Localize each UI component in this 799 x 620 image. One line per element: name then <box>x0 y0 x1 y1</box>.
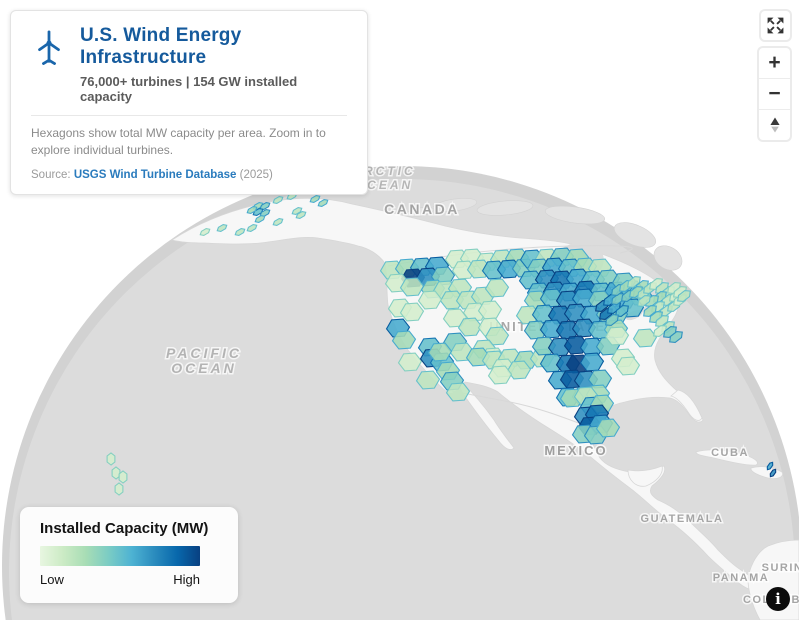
capacity-hexagon[interactable] <box>415 370 441 390</box>
capacity-hexagon[interactable] <box>114 482 124 496</box>
capacity-hexagon[interactable] <box>653 313 670 329</box>
arctic-islands-layer <box>405 198 683 271</box>
zoom-control-group: + − <box>759 48 790 140</box>
compass-needle-icon <box>769 117 780 133</box>
capacity-hexagon[interactable] <box>417 290 443 310</box>
arctic-island <box>613 222 657 248</box>
map-label-mexico: MEXICO <box>544 443 607 458</box>
capacity-hexagon[interactable] <box>603 312 620 328</box>
map-label-ocean: OCEAN <box>171 360 237 376</box>
source-link[interactable]: USGS Wind Turbine Database <box>73 169 237 182</box>
zoom-out-button[interactable]: − <box>759 78 790 109</box>
capacity-hexagon[interactable] <box>769 468 777 478</box>
landmass-cuba <box>695 449 758 466</box>
capacity-hexagon[interactable] <box>643 293 660 309</box>
capacity-hexagon[interactable] <box>309 194 321 204</box>
source-prefix: Source: <box>31 169 74 182</box>
capacity-hexagon[interactable] <box>604 326 630 346</box>
map-label-suriname: SURINAME <box>762 562 799 574</box>
capacity-hexagon[interactable] <box>457 317 483 337</box>
capacity-hexagon[interactable] <box>317 198 329 208</box>
capacity-hexagon[interactable] <box>106 452 116 466</box>
capacity-hexagon[interactable] <box>118 470 128 484</box>
source-line: Source: USGS Wind Turbine Database (2025… <box>31 169 347 181</box>
capacity-hexagon[interactable] <box>595 418 621 438</box>
capacity-hexagon[interactable] <box>234 227 246 237</box>
legend-high-label: High <box>173 572 200 587</box>
title-card: U.S. Wind Energy Infrastructure 76,000+ … <box>10 10 368 196</box>
page-subtitle: 76,000+ turbines | 154 GW installed capa… <box>80 73 298 104</box>
landmass-yucatan <box>627 465 663 487</box>
arctic-island <box>653 245 683 271</box>
capacity-hexagon[interactable] <box>484 326 510 346</box>
capacity-hexagon[interactable] <box>397 352 423 372</box>
source-year: (2025) <box>236 169 273 182</box>
map-label-canada: CANADA <box>384 201 460 217</box>
card-divider <box>31 114 347 116</box>
map-label-panama: PANAMA <box>713 572 769 584</box>
capacity-hexagon[interactable] <box>216 223 228 233</box>
page-title: U.S. Wind Energy Infrastructure <box>80 25 242 68</box>
compass-button[interactable] <box>759 109 790 140</box>
capacity-hexagon[interactable] <box>291 206 303 216</box>
capacity-hexagon[interactable] <box>254 214 266 224</box>
landmass-florida <box>670 389 703 421</box>
capacity-hexagon[interactable] <box>766 461 774 471</box>
arctic-island <box>544 205 606 225</box>
legend-card: Installed Capacity (MW) Low High <box>20 507 238 603</box>
arctic-island <box>432 198 478 212</box>
capacity-hexagon[interactable] <box>199 227 211 237</box>
zoom-in-button[interactable]: + <box>768 51 781 74</box>
capacity-hexagon[interactable] <box>675 288 692 304</box>
card-description: Hexagons show total MW capacity per area… <box>31 125 326 158</box>
capacity-hexagon[interactable] <box>615 356 641 376</box>
legend-low-label: Low <box>40 572 64 587</box>
fullscreen-button[interactable] <box>761 11 790 40</box>
capacity-hexagon[interactable] <box>484 278 510 298</box>
capacity-hexagon[interactable] <box>246 205 258 215</box>
capacity-hexagon[interactable] <box>641 303 658 319</box>
capacity-hexagon[interactable] <box>399 277 425 297</box>
capacity-hexagon[interactable] <box>272 195 284 205</box>
arctic-island <box>405 207 435 217</box>
map-label-cuba: CUBA <box>711 447 749 459</box>
attribution-info-button[interactable]: i <box>766 587 790 611</box>
capacity-hexagon[interactable] <box>632 328 658 348</box>
capacity-hexagon[interactable] <box>587 369 613 389</box>
capacity-hexagon[interactable] <box>272 217 284 227</box>
capacity-hexagon[interactable] <box>477 300 503 320</box>
wind-turbine-icon <box>38 30 60 65</box>
capacity-hexagon[interactable] <box>487 365 513 385</box>
capacity-hexagon[interactable] <box>391 330 417 350</box>
capacity-hexagon[interactable] <box>667 329 684 345</box>
arctic-island <box>476 200 534 216</box>
map-label-guatemala: GUATEMALA <box>641 513 724 525</box>
capacity-hexagon[interactable] <box>246 223 258 233</box>
capacity-hexagon[interactable] <box>635 293 652 309</box>
legend-gradient-bar <box>40 546 200 566</box>
capacity-hexagon[interactable] <box>539 319 565 339</box>
capacity-hexagon[interactable] <box>427 342 453 362</box>
capacity-hexagon[interactable] <box>399 302 425 322</box>
expand-arrows-icon <box>767 17 784 34</box>
legend-title: Installed Capacity (MW) <box>40 520 209 537</box>
hexbin-layer <box>106 191 777 496</box>
map-label-pacific: PACIFIC <box>166 345 242 361</box>
capacity-hexagon[interactable] <box>445 382 471 402</box>
capacity-hexagon[interactable] <box>295 210 307 220</box>
